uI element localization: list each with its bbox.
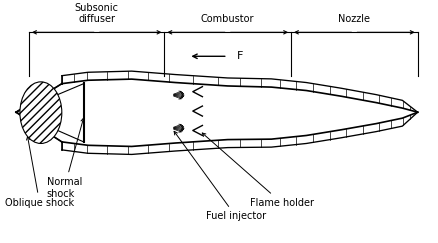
Text: Flame holder: Flame holder (202, 133, 314, 208)
Text: F: F (237, 51, 243, 61)
Text: Subsonic
diffuser: Subsonic diffuser (75, 2, 119, 24)
Ellipse shape (20, 82, 62, 143)
Text: Combustor: Combustor (201, 14, 254, 24)
Text: Normal
shock: Normal shock (46, 118, 84, 199)
Text: Oblique shock: Oblique shock (5, 137, 74, 208)
Text: Fuel injector: Fuel injector (174, 131, 266, 221)
Text: Nozzle: Nozzle (338, 14, 371, 24)
